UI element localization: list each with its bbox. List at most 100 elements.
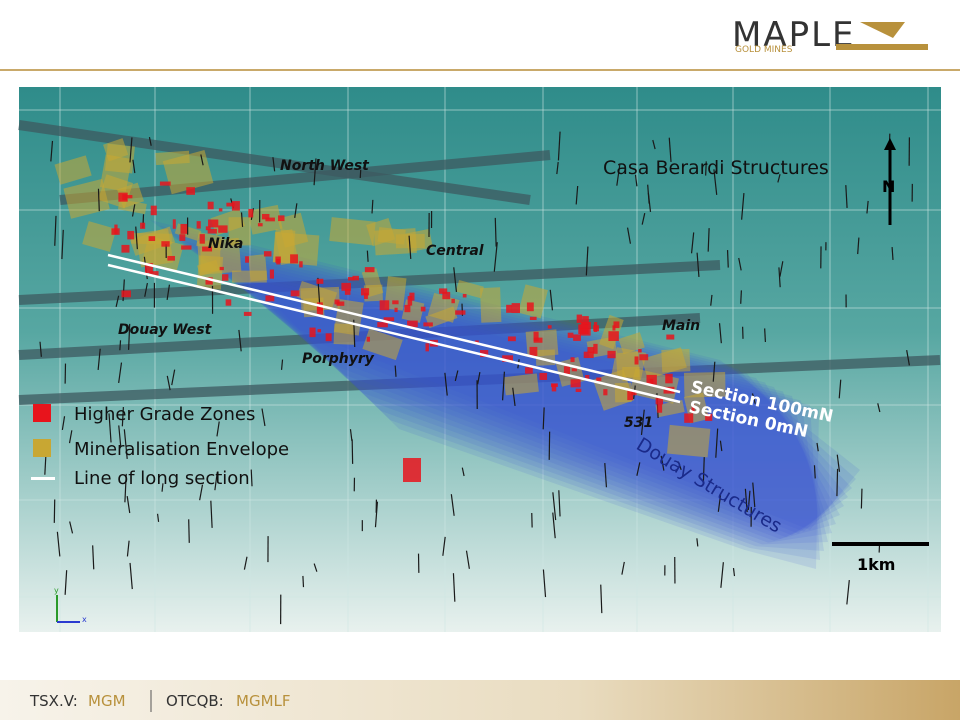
drill-hole <box>718 323 722 344</box>
legend: Higher Grade Zones Mineralisation Envelo… <box>31 404 289 489</box>
envelope <box>683 371 726 398</box>
drill-hole <box>720 562 724 588</box>
envelope <box>272 231 320 266</box>
drill-hole <box>121 407 124 427</box>
drill-hole <box>752 482 756 508</box>
douay-plane <box>213 257 832 543</box>
high-grade <box>199 234 205 244</box>
drill-hole <box>313 563 318 572</box>
envelope <box>618 332 645 355</box>
envelope <box>395 234 425 249</box>
drill-hole <box>501 371 505 401</box>
drill-hole <box>836 454 841 472</box>
high-grade <box>423 322 433 327</box>
high-grade <box>455 310 466 315</box>
drill-hole <box>126 540 130 557</box>
legend-swatch <box>31 477 55 480</box>
zone-label: Nika <box>208 236 243 252</box>
drill-hole <box>634 174 638 187</box>
drill-hole <box>171 369 176 386</box>
drill-hole <box>50 140 54 162</box>
high-grade <box>607 350 616 359</box>
high-grade <box>502 355 514 362</box>
drill-hole <box>713 169 718 195</box>
high-grade <box>593 343 598 354</box>
drill-hole <box>477 372 481 385</box>
drill-hole <box>394 365 397 377</box>
zone-label: 531 <box>624 415 653 431</box>
envelope <box>622 366 640 382</box>
drill-hole <box>744 488 748 513</box>
drill-hole <box>575 185 579 205</box>
high-grade <box>243 311 252 316</box>
drill-hole <box>647 184 650 204</box>
high-grade <box>361 288 370 296</box>
drill-hole <box>621 561 625 575</box>
drill-hole <box>877 403 881 413</box>
high-grade <box>551 383 558 387</box>
drill-hole <box>857 237 860 255</box>
scale-bar <box>832 542 929 546</box>
high-grade <box>218 208 223 212</box>
high-grade <box>533 331 539 342</box>
high-grade <box>207 201 214 210</box>
drill-hole <box>61 416 66 431</box>
drill-hole <box>161 483 164 492</box>
high-grade <box>407 320 418 328</box>
high-grade <box>563 366 571 375</box>
drill-hole <box>838 379 842 399</box>
drill-hole <box>280 359 284 370</box>
drill-hole <box>97 348 101 370</box>
axis-label: y <box>54 586 59 595</box>
legend-label: Higher Grade Zones <box>74 404 255 425</box>
long-section <box>107 253 681 394</box>
structure <box>18 355 941 405</box>
drill-hole <box>240 212 244 227</box>
high-grade <box>691 404 695 414</box>
drill-hole <box>549 289 554 311</box>
high-grade <box>245 256 250 263</box>
drill-hole <box>740 290 742 304</box>
drill-hole <box>135 226 138 250</box>
high-grade <box>575 388 582 392</box>
drill-hole <box>92 545 95 570</box>
drill-hole <box>39 341 42 357</box>
drill-hole <box>747 490 751 511</box>
drill-hole <box>738 257 742 271</box>
drill-hole <box>461 467 465 477</box>
drill-hole <box>552 512 556 539</box>
high-grade <box>208 219 219 228</box>
drill-hole <box>124 473 127 503</box>
zone-label: Central <box>426 243 484 259</box>
high-grade <box>612 325 616 331</box>
drill-hole <box>68 430 73 444</box>
drill-hole <box>751 393 756 404</box>
high-grade <box>392 300 399 305</box>
envelope <box>54 155 92 185</box>
high-grade <box>167 255 175 261</box>
high-grade <box>257 223 263 227</box>
envelope <box>384 276 407 311</box>
structures-title: Casa Berardi Structures <box>603 157 829 179</box>
drill-hole <box>129 562 133 590</box>
drill-hole <box>374 501 379 528</box>
drill-hole <box>64 570 68 595</box>
drill-hole <box>54 215 57 246</box>
high-grade <box>666 334 675 340</box>
map <box>18 87 941 632</box>
high-grade <box>684 413 694 423</box>
high-grade <box>248 208 254 218</box>
high-grade <box>507 336 516 342</box>
high-grade <box>547 325 552 329</box>
high-grade <box>593 325 599 332</box>
high-grade <box>269 269 274 279</box>
drill-hole <box>148 137 152 146</box>
high-grade <box>634 356 639 365</box>
high-grade <box>578 324 589 334</box>
high-grade <box>705 413 713 421</box>
high-grade <box>341 282 352 291</box>
drill-hole <box>585 246 589 276</box>
high-grade <box>587 347 595 353</box>
north-arrow-head <box>884 138 896 150</box>
drill-hole <box>126 496 131 514</box>
